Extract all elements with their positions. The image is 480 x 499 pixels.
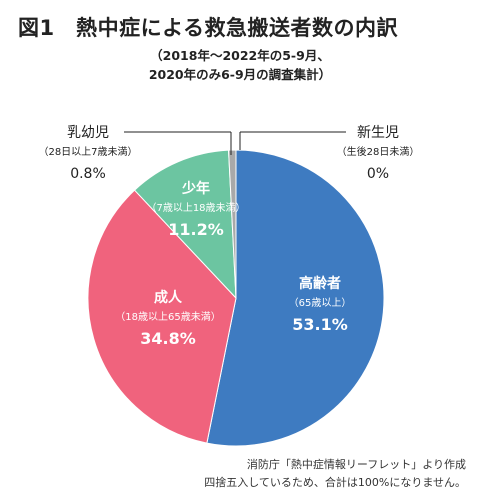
slice-label: 新生児: [357, 125, 399, 141]
slice-label: 高齢者: [299, 275, 341, 292]
slice-value-label: 0.8%: [70, 166, 106, 182]
subtitle-line: 2020年のみ6-9月の調査集計）: [148, 67, 332, 82]
slice-value-label: 53.1%: [292, 315, 348, 334]
pie-slice-3: [228, 149, 237, 299]
slice-sublabel: （生後28日未満）: [337, 145, 420, 158]
slice-label: 少年: [181, 180, 210, 197]
chart-title: 図1 熱中症による救急搬送者数の内訳: [18, 16, 398, 40]
source-line: 消防庁「熱中症情報リーフレット」より作成: [246, 458, 466, 471]
slice-label: 成人: [154, 289, 183, 306]
slice-sublabel: （28日以上7歳未満）: [38, 146, 137, 158]
pie-slice-0: [206, 149, 385, 447]
subtitle-line: （2018年〜2022年の5-9月、: [150, 48, 330, 63]
slice-value-label: 11.2%: [168, 220, 224, 239]
slice-value-label: 0%: [367, 166, 389, 182]
pie-slice-2: [133, 149, 237, 300]
slice-label: 乳幼児: [67, 125, 109, 141]
slice-sublabel: （18歳以上65歳未満）: [115, 311, 220, 323]
source-line: 四捨五入しているため、合計は100%になりません。: [204, 476, 466, 489]
pie-slice-1: [87, 189, 237, 444]
slice-sublabel: （65歳以上）: [289, 297, 352, 309]
source-note: 消防庁「熱中症情報リーフレット」より作成 四捨五入しているため、合計は100%に…: [204, 456, 466, 492]
slice-sublabel: （7歳以上18歳未満）: [146, 202, 245, 214]
slice-value-label: 34.8%: [140, 329, 196, 348]
chart-subtitle: （2018年〜2022年の5-9月、 2020年のみ6-9月の調査集計）: [0, 46, 480, 84]
